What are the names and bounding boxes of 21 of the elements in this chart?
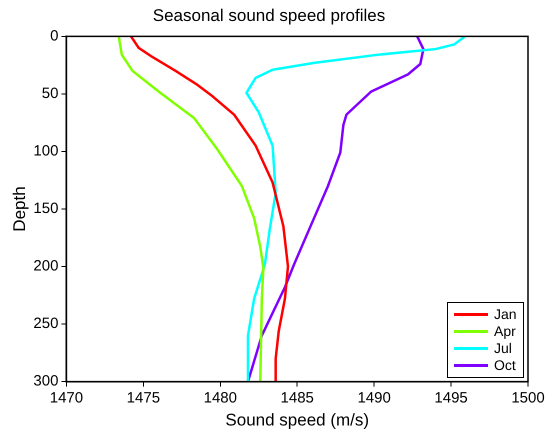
legend-label: Jan: [494, 306, 517, 322]
x-tick-label: 1470: [50, 390, 84, 407]
legend-label: Jul: [494, 340, 512, 356]
x-tick-label: 1485: [280, 390, 314, 407]
y-tick-label: 300: [33, 372, 58, 390]
y-tick-label: 50: [42, 85, 58, 102]
legend-label: Apr: [494, 323, 516, 340]
x-tick-label: 1480: [204, 390, 237, 407]
x-tick-label: 1475: [126, 390, 160, 407]
x-tick-label: 1500: [511, 390, 545, 407]
legend-label: Oct: [494, 357, 516, 374]
y-tick-label: 0: [50, 28, 58, 45]
y-tick-label: 200: [33, 258, 58, 275]
y-tick-label: 250: [33, 315, 58, 332]
x-axis-title: Sound speed (m/s): [225, 410, 370, 430]
y-tick-label: 100: [33, 142, 58, 160]
x-tick-label: 1495: [434, 390, 468, 407]
y-axis-title: Depth: [10, 186, 29, 232]
chart-title: Seasonal sound speed profiles: [152, 6, 386, 25]
x-tick-label: 1490: [357, 390, 391, 407]
y-tick-label: 150: [33, 200, 58, 218]
